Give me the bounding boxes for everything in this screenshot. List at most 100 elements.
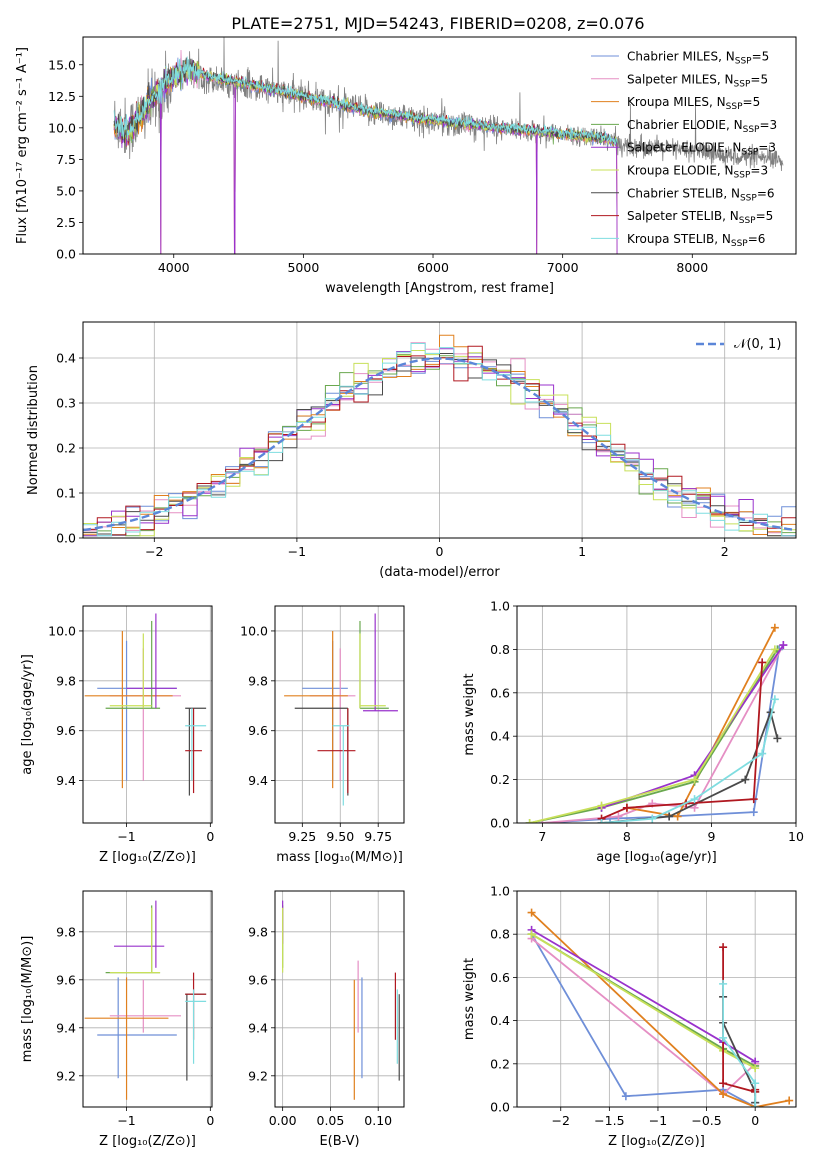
x-tick-label: 5000 (287, 260, 319, 275)
mass-weight-point-2 (527, 908, 536, 917)
y-tick-label: 0.6 (490, 970, 510, 985)
legend-model-name: Chabrier STELIB, N (627, 186, 740, 200)
x-axis-label: wavelength [Angstrom, rest frame] (325, 281, 554, 296)
legend-model-name: Kroupa STELIB, N (627, 232, 731, 246)
y-tick-label: 0.0 (490, 1100, 510, 1115)
legend-subscript: SSP (739, 216, 756, 226)
legend-subscript: SSP (734, 79, 751, 89)
x-tick-label: 7 (538, 829, 546, 844)
legend-nssp: =6 (757, 186, 775, 200)
massweight-vs-age-panel: 7 8 9 10 0.0 0.2 0.4 0.6 0.8 1.0 age [log₁₀(age/yr… (462, 599, 804, 866)
mass-weight-point-7 (749, 795, 758, 804)
model-spectrum-8 (113, 56, 618, 146)
normal-curve (83, 357, 794, 532)
y-tick-label: 0.6 (490, 685, 510, 700)
y-axis-label: mass [log₁₀(M/M⊙)] (20, 936, 35, 1063)
mass-weight-point-1 (614, 812, 623, 821)
legend-label: Kroupa MILES, NSSP=5 (627, 95, 760, 112)
y-axis-label: mass weight (462, 958, 477, 1040)
y-tick-label: 2.5 (56, 215, 76, 230)
y-tick-label: 9.4 (56, 1020, 76, 1035)
y-tick-label: 15.0 (48, 57, 76, 72)
plot-area (83, 334, 796, 537)
y-tick-label: 10.0 (48, 623, 76, 638)
y-tick-label: 0.8 (490, 927, 510, 942)
y-tick-label: 9.4 (248, 1020, 268, 1035)
y-tick-label: 0.2 (490, 772, 510, 787)
x-axis-label: Z [log₁₀(Z/Z⊙)] (99, 850, 196, 865)
figure-title: PLATE=2751, MJD=54243, FIBERID=0208, z=0… (231, 14, 644, 33)
mass-weight-point-5 (690, 775, 699, 784)
legend-model-name: Salpeter STELIB, N (627, 209, 739, 223)
mass-vs-Z-panel: −1 0 9.2 9.4 9.6 9.8 Z [log₁₀(Z/Z⊙)] mass [log₁… (20, 890, 214, 1149)
y-tick-label: 9.8 (56, 673, 76, 688)
mass-weight-point-2 (785, 1096, 794, 1105)
age-vs-Z-panel: −1 0 9.4 9.6 9.8 10.0 Z [log₁₀(Z/Z⊙)] age [log₁… (20, 605, 214, 865)
x-tick-label: 0 (206, 829, 214, 844)
y-tick-label: 0.3 (56, 396, 76, 411)
x-tick-label: −2 (145, 544, 163, 559)
y-tick-label: 9.4 (248, 773, 268, 788)
plot-area (84, 900, 207, 1100)
y-tick-label: 9.8 (248, 924, 268, 939)
x-tick-label: 6000 (417, 260, 449, 275)
x-tick-label: −2 (552, 1113, 570, 1128)
mass-weight-point-5 (525, 819, 534, 823)
mass-weight-line-1 (531, 937, 756, 1096)
y-tick-label: 10.0 (240, 623, 268, 638)
mass-weight-point-7 (622, 803, 631, 812)
x-axis-label: Z [log₁₀(Z/Z⊙)] (608, 1134, 705, 1149)
plot-area (527, 908, 794, 1107)
y-tick-label: 1.0 (490, 884, 510, 899)
axes-frame (274, 890, 405, 1108)
legend-nssp: =6 (748, 232, 766, 246)
model-spectrum-4 (113, 59, 618, 254)
x-tick-label: −1 (117, 829, 135, 844)
plot-area (84, 613, 207, 796)
x-tick-label: 1 (578, 544, 586, 559)
mass-weight-line-7 (601, 662, 764, 820)
mass-weight-line-2 (626, 627, 776, 818)
x-axis-label: age [log₁₀(age/yr)] (596, 850, 717, 865)
x-tick-label: 0 (206, 1113, 214, 1128)
legend-model-name: Chabrier MILES, N (627, 50, 735, 64)
legend-label: Chabrier MILES, NSSP=5 (627, 50, 769, 67)
y-tick-label: 0.0 (56, 531, 76, 546)
x-tick-label: 0.00 (269, 1113, 297, 1128)
axes-frame (82, 890, 213, 1108)
mass-weight-point-0 (621, 1092, 630, 1101)
y-tick-label: 9.6 (56, 972, 76, 987)
mass-weight-point-0 (749, 808, 758, 817)
y-tick-label: 9.6 (248, 723, 268, 738)
legend-label: Chabrier STELIB, NSSP=6 (627, 186, 775, 203)
y-tick-label: 9.4 (56, 773, 76, 788)
x-axis-label: E(B-V) (319, 1134, 359, 1149)
x-tick-label: 0 (436, 544, 444, 559)
y-tick-label: 9.8 (56, 924, 76, 939)
y-tick-label: 9.6 (56, 723, 76, 738)
massweight-vs-Z-panel: −2 −1.5 −1 −0.5 0 0.0 0.2 0.4 0.6 0.8 1.0 Z [log₁₀(… (462, 884, 797, 1149)
x-tick-label: 2 (721, 544, 729, 559)
legend-subscript: SSP (741, 148, 758, 158)
mass-weight-line-7 (722, 947, 757, 1094)
y-axis-label: Normed distribution (26, 365, 41, 495)
y-tick-label: 0.2 (56, 441, 76, 456)
y-tick-label: 0.4 (490, 1013, 510, 1028)
mass-vs-EBV-panel: 0.00 0.05 0.10 9.2 9.4 9.6 9.8 E(B-V) (248, 890, 405, 1149)
y-tick-label: 0.2 (490, 1056, 510, 1071)
mass-weight-line-6 (601, 709, 779, 823)
histogram-7 (83, 345, 796, 536)
mass-weight-point-7 (719, 943, 728, 952)
legend-nssp: =3 (758, 141, 776, 155)
y-tick-label: 9.2 (248, 1068, 268, 1083)
mass-weight-line-5 (529, 648, 776, 823)
mass-weight-point-6 (773, 734, 782, 743)
mass-weight-point-5 (527, 930, 536, 939)
plot-area (282, 900, 400, 1100)
x-tick-label: 8 (623, 829, 631, 844)
x-tick-label: 0.10 (364, 1113, 392, 1128)
plot-area (525, 623, 788, 823)
y-tick-label: 5.0 (56, 183, 76, 198)
